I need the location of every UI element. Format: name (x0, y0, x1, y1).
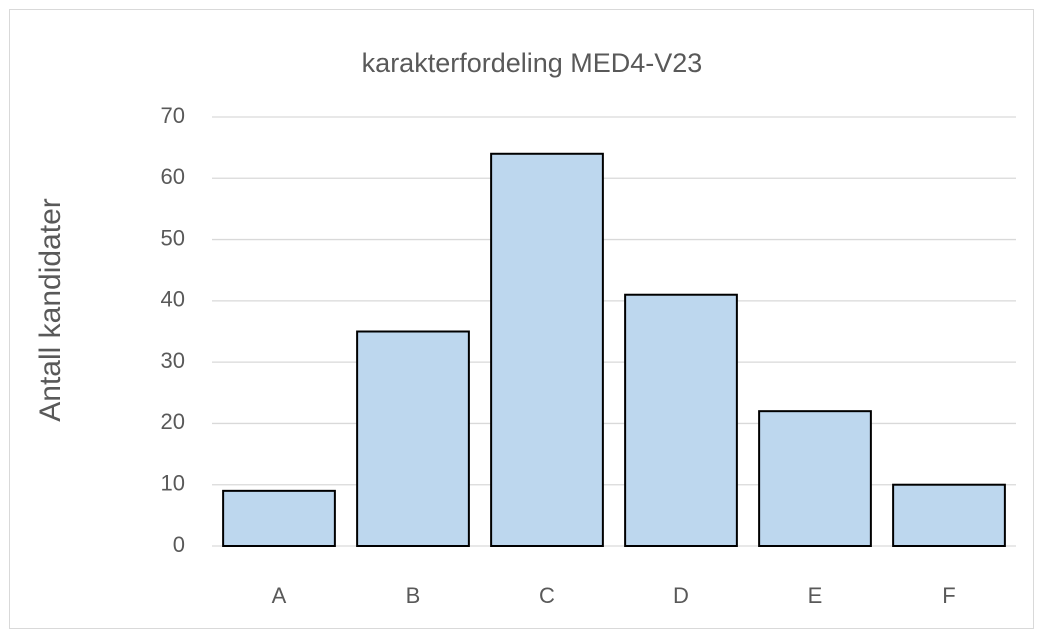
chart-title: karakterfordeling MED4-V23 (362, 48, 703, 78)
x-tick-label: D (673, 583, 689, 608)
bar (624, 293, 738, 547)
y-tick-label: 30 (161, 348, 185, 373)
y-tick-label: 70 (161, 103, 185, 128)
x-tick-label: C (539, 583, 555, 608)
bar (758, 410, 872, 547)
x-tick-label: F (942, 583, 955, 608)
x-tick-label: E (808, 583, 823, 608)
bar (356, 330, 470, 547)
bar (490, 152, 604, 547)
bar (892, 483, 1006, 548)
y-tick-label: 10 (161, 471, 185, 496)
y-tick-label: 60 (161, 164, 185, 189)
y-tick-label: 50 (161, 225, 185, 250)
x-tick-label: B (406, 583, 421, 608)
y-tick-label: 0 (173, 532, 185, 557)
y-axis-label: Antall kandidater (34, 198, 67, 421)
y-tick-label: 20 (161, 409, 185, 434)
bar (222, 489, 336, 548)
x-tick-label: A (272, 583, 287, 608)
y-tick-label: 40 (161, 287, 185, 312)
